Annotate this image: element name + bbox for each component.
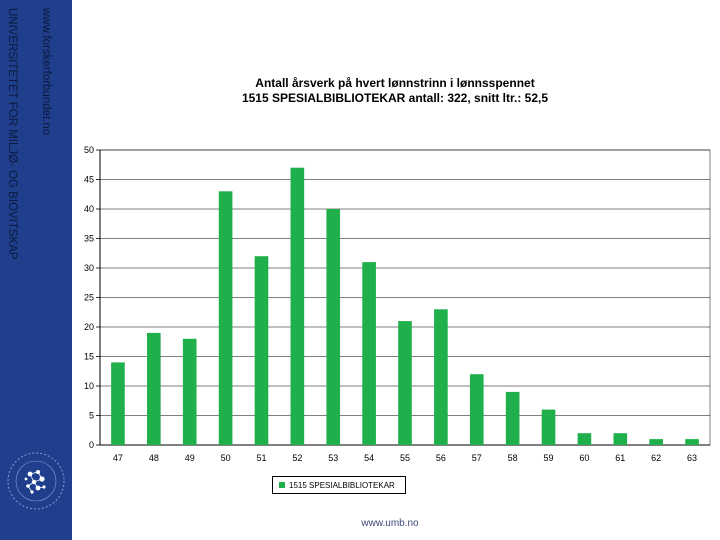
x-tick-label: 47 bbox=[113, 453, 123, 463]
sidebar-university-name: UNIVERSITETET FOR MILJØ- OG BIOVITSKAP bbox=[6, 8, 18, 260]
bar-53 bbox=[326, 209, 341, 445]
y-tick-label: 30 bbox=[84, 263, 94, 273]
x-tick-label: 58 bbox=[508, 453, 518, 463]
bar-61 bbox=[613, 433, 628, 445]
x-tick-label: 50 bbox=[221, 453, 231, 463]
bar-48 bbox=[147, 332, 161, 445]
y-tick-label: 5 bbox=[89, 411, 94, 421]
chart-subtitle-line: 1515 SPESIALBIBLIOTEKAR antall: 322, sni… bbox=[241, 91, 549, 105]
x-tick-label: 61 bbox=[615, 453, 625, 463]
legend-swatch bbox=[279, 482, 285, 488]
bar-60 bbox=[577, 433, 592, 445]
bar-55 bbox=[398, 321, 412, 445]
y-tick-label: 0 bbox=[89, 440, 94, 450]
legend-label: 1515 SPESIALBIBLIOTEKAR bbox=[289, 480, 395, 490]
x-tick-label: 55 bbox=[400, 453, 410, 463]
x-tick-label: 62 bbox=[651, 453, 661, 463]
bar-63 bbox=[685, 439, 699, 445]
x-tick-label: 63 bbox=[687, 453, 697, 463]
bar-49 bbox=[182, 338, 197, 445]
y-tick-label: 45 bbox=[84, 175, 94, 185]
y-tick-label: 10 bbox=[84, 381, 94, 391]
y-tick-label: 35 bbox=[84, 234, 94, 244]
bar-62 bbox=[649, 439, 663, 445]
bar-51 bbox=[254, 256, 269, 445]
chart-title-line: Antall årsverk på hvert lønnstrinn i løn… bbox=[255, 76, 535, 90]
chart-title: Antall årsverk på hvert lønnstrinn i løn… bbox=[80, 76, 710, 106]
bar-50 bbox=[218, 191, 233, 445]
bar-47 bbox=[111, 362, 125, 445]
y-tick-label: 50 bbox=[84, 145, 94, 155]
bar-56 bbox=[434, 309, 448, 445]
x-tick-label: 51 bbox=[256, 453, 266, 463]
bar-54 bbox=[362, 262, 376, 445]
footer-website: www.umb.no bbox=[361, 518, 419, 529]
x-tick-label: 49 bbox=[185, 453, 195, 463]
x-tick-label: 48 bbox=[149, 453, 159, 463]
x-tick-label: 53 bbox=[328, 453, 338, 463]
y-tick-label: 40 bbox=[84, 204, 94, 214]
y-tick-label: 25 bbox=[84, 293, 94, 303]
legend: 1515 SPESIALBIBLIOTEKAR bbox=[272, 476, 406, 494]
x-tick-label: 54 bbox=[364, 453, 374, 463]
x-tick-label: 59 bbox=[544, 453, 554, 463]
x-tick-label: 60 bbox=[579, 453, 589, 463]
bar-chart: 0 5 10 15 20 25 30 35 40 45 50 47 48 49 50 51 52 53 54 55 56… bbox=[84, 145, 711, 463]
x-tick-label: 52 bbox=[292, 453, 302, 463]
bar-57 bbox=[469, 374, 484, 445]
x-tick-label: 57 bbox=[472, 453, 482, 463]
university-seal-logo bbox=[7, 452, 65, 510]
bar-52 bbox=[290, 167, 305, 445]
x-tick-label: 56 bbox=[436, 453, 446, 463]
sidebar: UNIVERSITETET FOR MILJØ- OG BIOVITSKAP w… bbox=[0, 0, 72, 540]
y-tick-label: 20 bbox=[84, 322, 94, 332]
bar-58 bbox=[505, 391, 520, 445]
sidebar-website: www.forskerforbundet.no bbox=[40, 8, 52, 136]
y-tick-label: 15 bbox=[84, 352, 94, 362]
bar-59 bbox=[541, 409, 556, 445]
